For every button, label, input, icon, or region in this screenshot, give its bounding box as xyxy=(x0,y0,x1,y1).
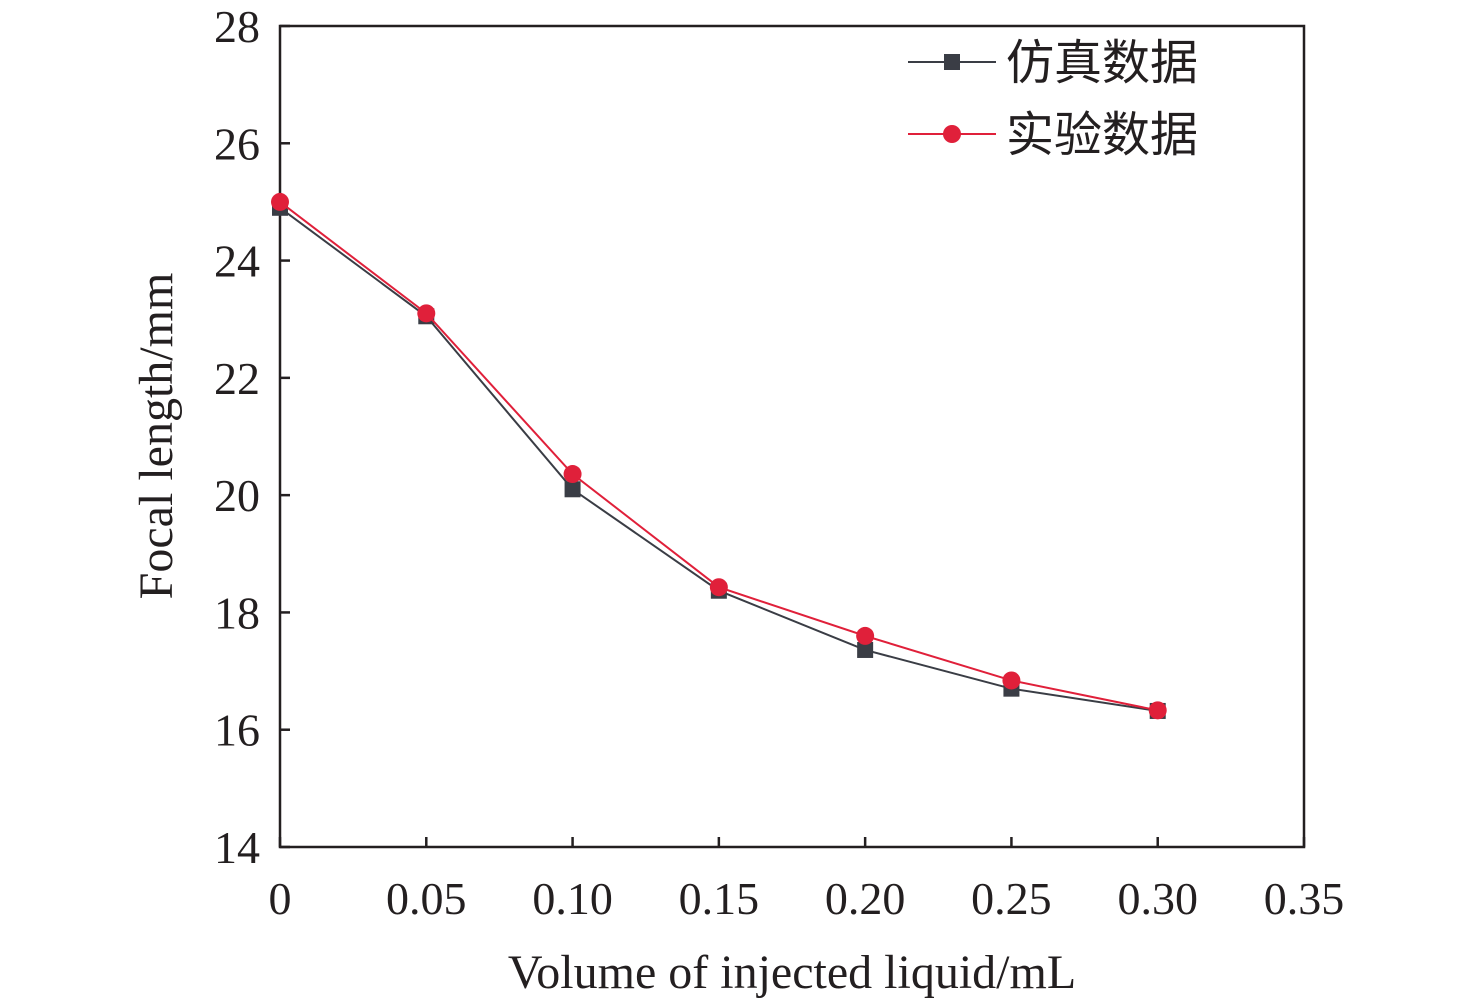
data-point xyxy=(271,192,289,211)
data-point xyxy=(1148,701,1167,720)
y-tick-label: 26 xyxy=(214,118,260,169)
data-point xyxy=(564,481,581,498)
data-point xyxy=(417,304,436,323)
series-2 xyxy=(271,192,1167,720)
y-tick-label: 22 xyxy=(214,353,260,404)
y-tick-label: 16 xyxy=(214,705,260,756)
y-tick-label: 18 xyxy=(214,587,260,638)
x-tick-label: 0.10 xyxy=(532,873,613,924)
x-tick-label: 0.30 xyxy=(1117,873,1198,924)
data-point xyxy=(857,641,874,658)
plot-frame xyxy=(278,24,1306,849)
data-point xyxy=(709,578,728,597)
legend-label: 实验数据 xyxy=(1006,109,1198,162)
data-point xyxy=(1002,671,1021,690)
y-tick-label: 14 xyxy=(214,822,260,873)
x-tick-label: 0.20 xyxy=(825,873,906,924)
x-tick-label: 0.35 xyxy=(1264,873,1345,924)
y-axis-label: Focal length/mm xyxy=(130,273,183,600)
x-tick-label: 0.05 xyxy=(386,873,467,924)
y-tick-label: 28 xyxy=(214,1,260,52)
legend-label: 仿真数据 xyxy=(1006,37,1198,90)
data-point xyxy=(856,626,875,645)
legend-marker xyxy=(943,125,961,143)
legend-marker xyxy=(944,54,960,70)
x-axis-label: Volume of injected liquid/mL xyxy=(508,946,1076,999)
y-tick-label: 24 xyxy=(214,236,260,287)
series-line xyxy=(279,206,1158,712)
x-tick-label: 0.15 xyxy=(679,873,760,924)
series-line xyxy=(279,201,1158,712)
y-tick-label: 20 xyxy=(214,470,260,521)
x-tick-label: 0 xyxy=(269,873,292,924)
series-1 xyxy=(272,199,1166,719)
x-tick-label: 0.25 xyxy=(971,873,1052,924)
data-point xyxy=(563,465,582,484)
